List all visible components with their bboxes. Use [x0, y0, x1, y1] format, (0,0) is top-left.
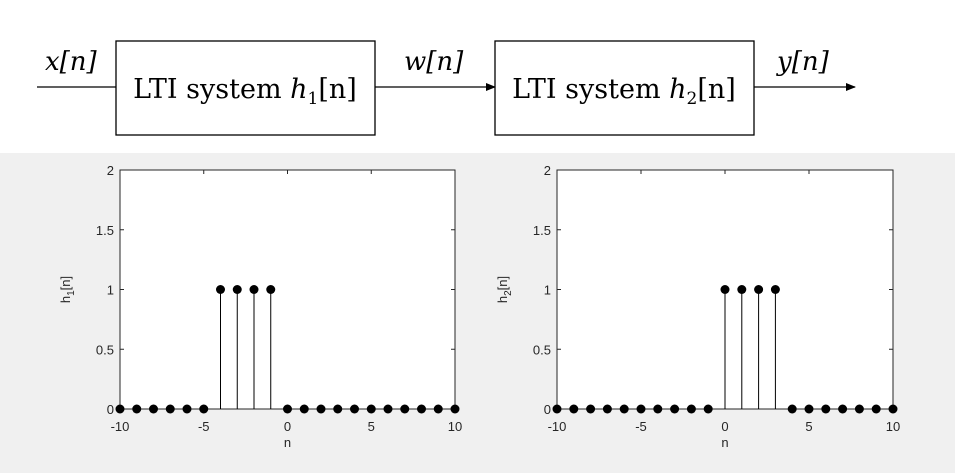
- plot1-ylabel-sub: 1: [66, 290, 77, 296]
- plot1-ytick-label-4: 2: [107, 163, 114, 178]
- plot1-stem-marker-7: [232, 285, 242, 294]
- plot2-stem-marker-12: [754, 285, 764, 294]
- plot1-xtick-label-3: 5: [368, 419, 375, 434]
- lti-block-1-label: LTI system h1[n]: [133, 74, 357, 109]
- plot2-ytick-label-2: 1: [544, 283, 551, 298]
- plot1-stem-marker-2: [149, 404, 158, 414]
- plot1-stem-marker-18: [417, 404, 426, 414]
- plot1-stem-marker-10: [283, 404, 292, 414]
- plot1-stem-marker-16: [383, 404, 393, 414]
- plot2-stem-marker-0: [552, 404, 562, 414]
- plot2-stem-marker-1: [569, 404, 579, 414]
- plot2-xtick-label-2: 0: [721, 419, 728, 434]
- plot2-stem-marker-5: [636, 404, 646, 414]
- plot1-xtick-label-2: 0: [284, 419, 291, 434]
- plot2-ytick-label-4: 2: [544, 163, 551, 178]
- plot2-stem-marker-3: [602, 404, 612, 414]
- plot2-ylabel-tail: [n]: [495, 276, 510, 290]
- lti-block-1-sub: 1: [308, 89, 319, 109]
- plot2-xlabel: n: [721, 435, 728, 450]
- plot2-xtick-label-0: -10: [548, 419, 567, 434]
- lti-block-2-prefix: LTI system: [512, 74, 669, 105]
- plot2-ylabel-sub: 2: [503, 290, 514, 296]
- plot1-ylabel: h1[n]: [58, 276, 77, 303]
- plot1-stem-marker-19: [433, 404, 443, 414]
- plot1-xtick-label-1: -5: [198, 419, 210, 434]
- lti-block-1-var: h: [290, 74, 307, 105]
- plot2-ytick-label-0: 0: [544, 402, 551, 417]
- plot2-ytick-label-1: 0.5: [533, 342, 551, 357]
- plot1-ytick-label-3: 1.5: [96, 223, 114, 238]
- plot2-xtick-label-3: 5: [805, 419, 812, 434]
- lti-block-2-sub: 2: [687, 89, 698, 109]
- plot2-xtick-label-4: 10: [886, 419, 900, 434]
- plot1-stem-marker-12: [316, 404, 326, 414]
- lti-block-2-label: LTI system h2[n]: [512, 74, 736, 109]
- lti-block-1: [115, 40, 376, 136]
- input-label: x[n]: [45, 47, 98, 77]
- plot2-stem-marker-18: [854, 404, 864, 414]
- plot2-stem-marker-13: [770, 285, 780, 294]
- plot2-stem-marker-17: [838, 404, 848, 414]
- plot1-stem-marker-5: [199, 404, 209, 414]
- lti-block-2-var: h: [669, 74, 686, 105]
- plot2-stem-marker-10: [720, 285, 730, 294]
- plot1-ylabel-tail: [n]: [58, 276, 73, 290]
- plot2-stem-marker-6: [653, 404, 663, 414]
- plot1-ytick-label-1: 0.5: [96, 342, 114, 357]
- plot1-stem-marker-14: [350, 404, 359, 414]
- plot2-stem-marker-7: [670, 404, 680, 414]
- plot2-stem-marker-9: [703, 404, 713, 414]
- plot1-stem-marker-15: [366, 404, 376, 414]
- plot1-xtick-label-0: -10: [111, 419, 130, 434]
- plot1-axes-box: [119, 169, 456, 410]
- lti-block-1-prefix: LTI system: [133, 74, 290, 105]
- plot1-stem-marker-20: [450, 404, 460, 414]
- plot2-ylabel: h2[n]: [495, 276, 514, 303]
- plot2-ylabel-main: h: [495, 296, 510, 303]
- plot1-stem-marker-4: [182, 404, 192, 414]
- plot1-ytick-label-2: 1: [107, 283, 114, 298]
- plot1-stem-marker-17: [400, 404, 410, 414]
- plot1-xlabel: n: [284, 435, 291, 450]
- lti-block-2: [494, 40, 755, 136]
- plot2-stem-marker-2: [586, 404, 596, 414]
- mid-label: w[n]: [404, 47, 464, 77]
- plot1-stem-marker-6: [216, 285, 225, 294]
- lti-block-2-suffix: [n]: [697, 74, 735, 105]
- lti-block-1-suffix: [n]: [318, 74, 356, 105]
- plot2-stem-marker-16: [821, 404, 831, 414]
- plot1-stem-marker-1: [132, 404, 142, 414]
- plot1-stem-marker-8: [249, 285, 259, 294]
- plot1-ytick-label-0: 0: [107, 402, 114, 417]
- plot1-stem-marker-0: [115, 404, 125, 414]
- plot2-stem-marker-15: [804, 404, 814, 414]
- plot2-stem-marker-20: [888, 404, 898, 414]
- plot2-stem-marker-4: [619, 404, 629, 414]
- plot1-stem-marker-11: [299, 404, 309, 414]
- plot1-stem-marker-9: [266, 285, 276, 294]
- plot1-xtick-label-4: 10: [448, 419, 462, 434]
- plot1-stem-marker-13: [333, 404, 343, 414]
- block-diagram: x[n] LTI system h1[n] w[n] LTI system h2…: [37, 40, 856, 136]
- output-label: y[n]: [776, 47, 830, 77]
- plot2-stem-marker-8: [686, 404, 696, 414]
- plot2-ytick-label-3: 1.5: [533, 223, 551, 238]
- plot1-ylabel-main: h: [58, 296, 73, 303]
- plot2-stem-marker-11: [737, 285, 747, 294]
- plot2-stem-marker-19: [871, 404, 881, 414]
- plot2-xtick-label-1: -5: [635, 419, 647, 434]
- plot1-stem-marker-3: [165, 404, 175, 414]
- plot2-stem-marker-14: [787, 404, 797, 414]
